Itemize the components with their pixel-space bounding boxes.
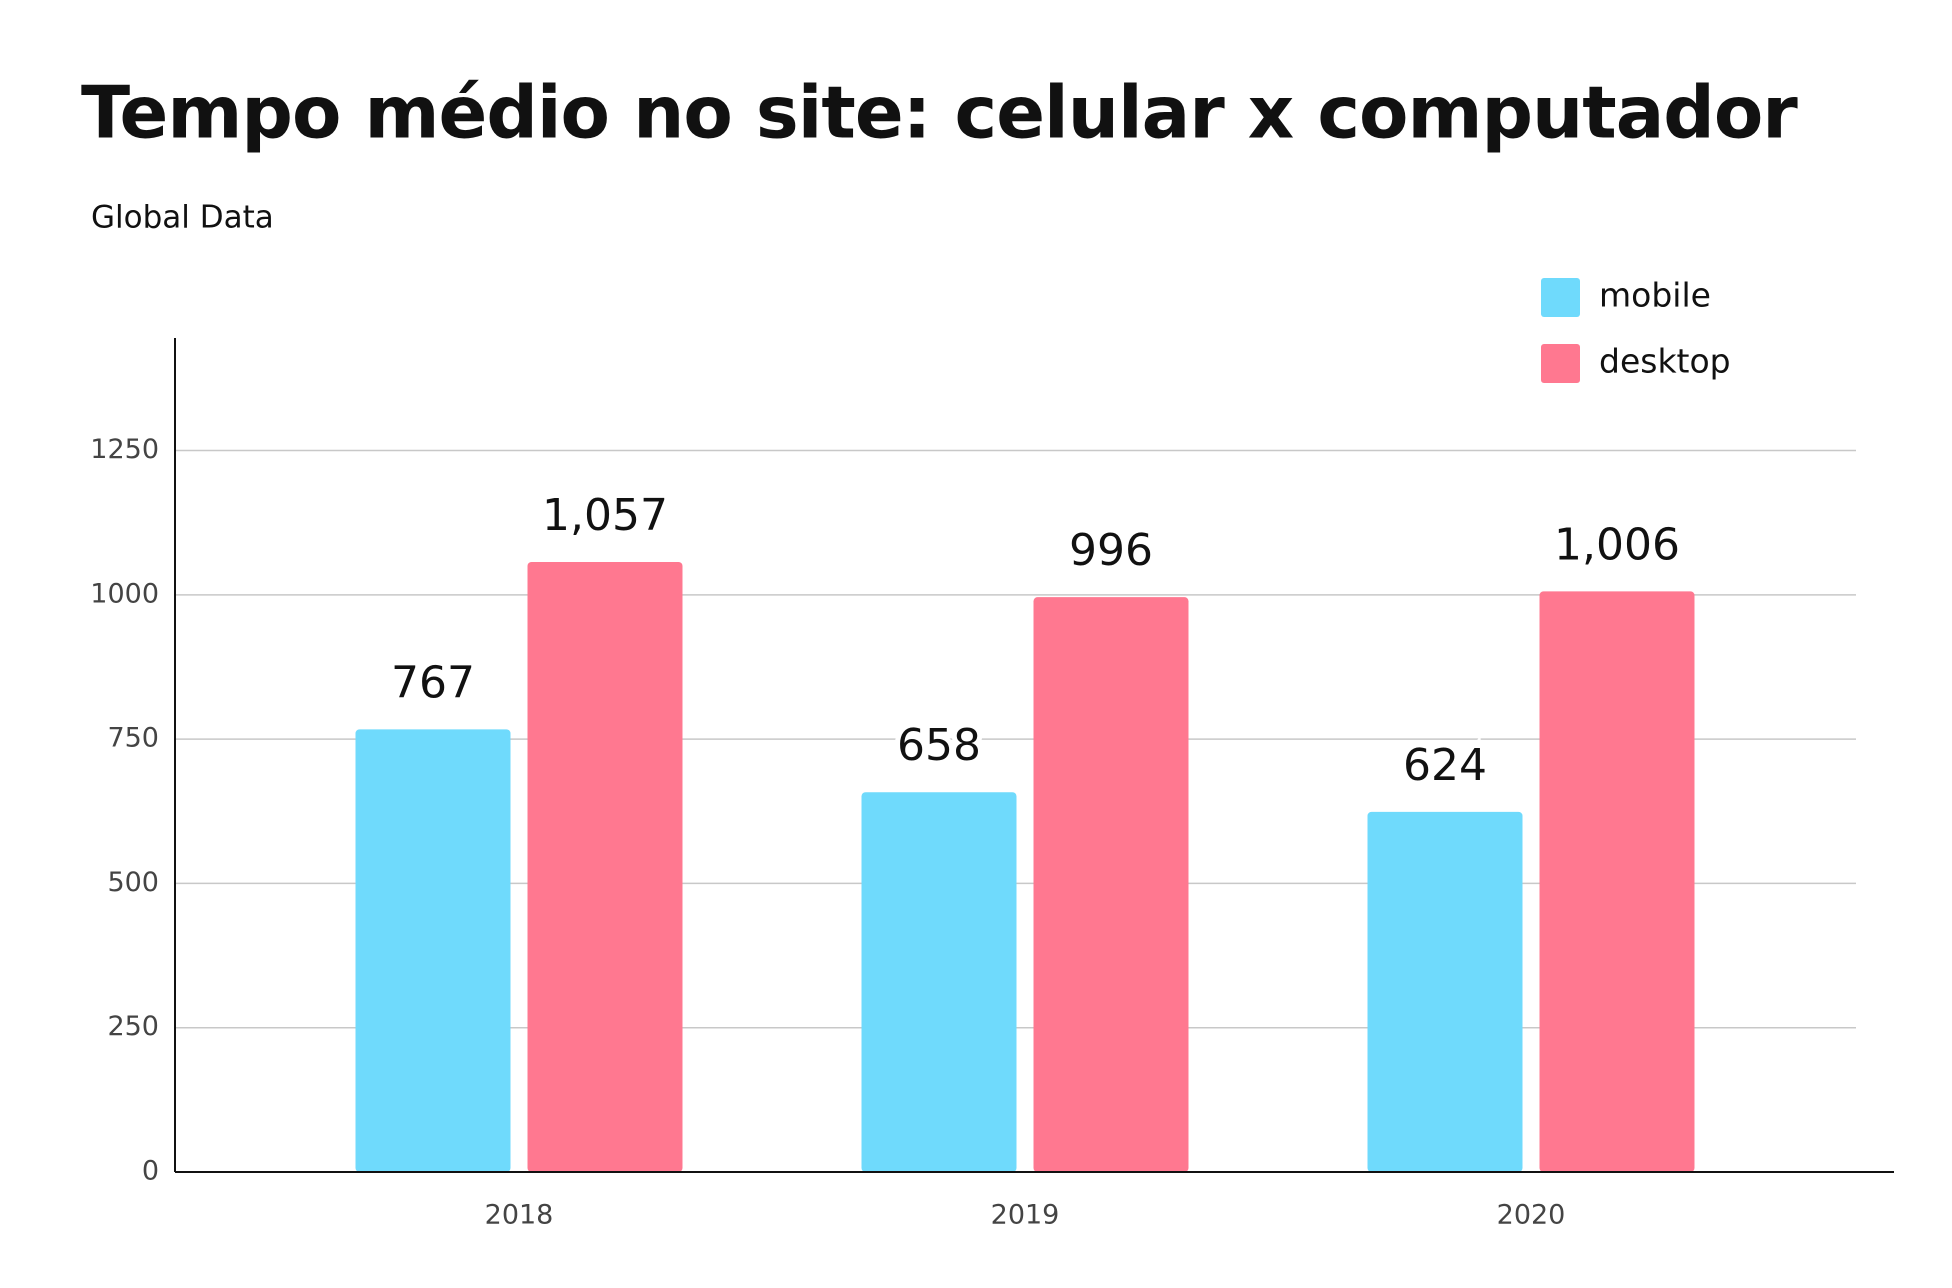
- chart-title: Tempo médio no site: celular x computado…: [81, 71, 1798, 155]
- legend-swatch: [1541, 278, 1580, 317]
- bar: [1539, 591, 1695, 1172]
- bar: [1033, 597, 1189, 1172]
- x-tick-label: 2019: [991, 1200, 1060, 1231]
- bar: [861, 792, 1017, 1172]
- data-label: 1,057: [542, 490, 668, 541]
- chart-subtitle: Global Data: [91, 200, 274, 236]
- y-tick-label: 250: [107, 1011, 159, 1042]
- bar: [1367, 811, 1523, 1172]
- x-tick-label: 2018: [485, 1200, 554, 1231]
- bar: [355, 729, 511, 1172]
- legend-label: mobile: [1599, 276, 1711, 315]
- bar: [527, 561, 683, 1172]
- legend-label: desktop: [1599, 342, 1731, 381]
- legend-swatch: [1541, 344, 1580, 383]
- y-tick-label: 1000: [90, 578, 159, 609]
- data-label: 767: [391, 657, 475, 708]
- x-tick-label: 2020: [1497, 1200, 1566, 1231]
- data-label: 658: [897, 720, 981, 771]
- data-label: 624: [1403, 740, 1487, 791]
- data-label: 1,006: [1554, 519, 1680, 570]
- y-tick-label: 0: [142, 1156, 159, 1187]
- y-tick-label: 750: [107, 723, 159, 754]
- data-label: 996: [1069, 525, 1153, 576]
- y-tick-label: 500: [107, 867, 159, 898]
- y-tick-label: 1250: [90, 434, 159, 465]
